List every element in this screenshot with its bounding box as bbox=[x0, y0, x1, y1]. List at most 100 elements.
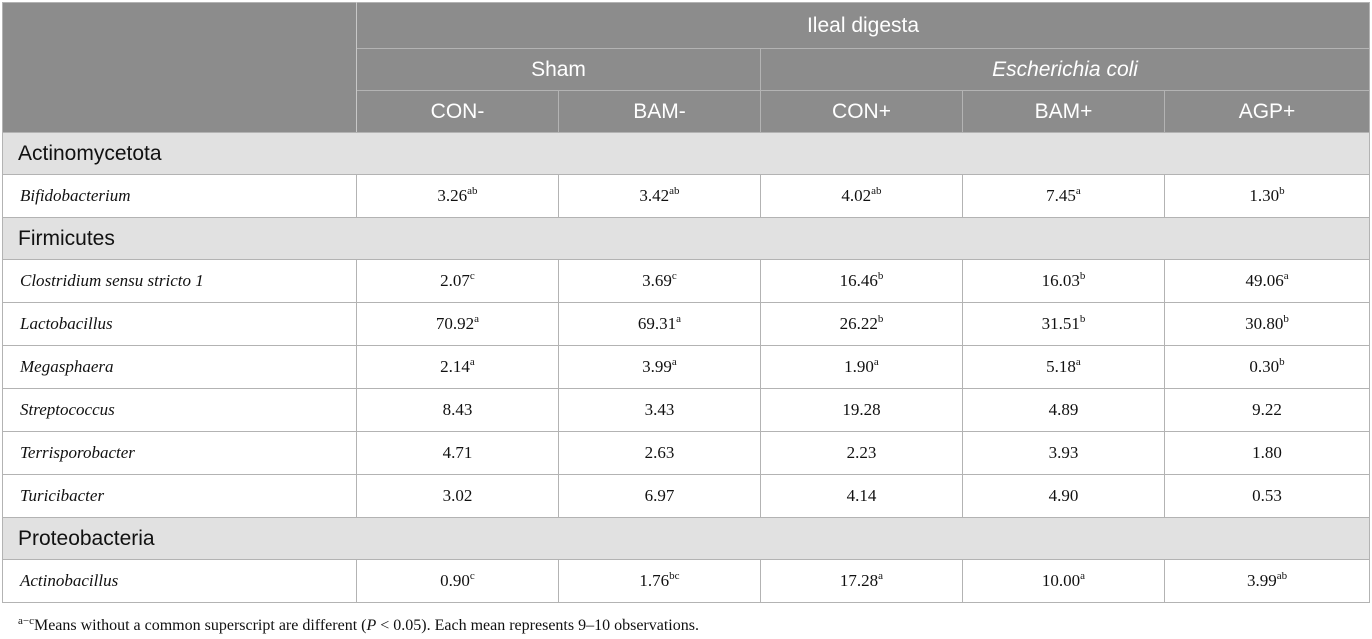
footnote-text-after: < 0.05). Each mean represents 9–10 obser… bbox=[376, 617, 699, 634]
phylum-row: Firmicutes bbox=[1, 217, 1371, 260]
table-row: Actinobacillus 0.90c 1.76bc 17.28a 10.00a 3.9… bbox=[2, 559, 1371, 603]
cell-value: 0.90 bbox=[440, 571, 470, 590]
cell-value: 3.26 bbox=[437, 186, 468, 205]
cell-value: 2.14 bbox=[440, 357, 470, 376]
value-cell: 17.28a bbox=[760, 559, 963, 603]
table-row: Bifidobacterium 3.26ab 3.42ab 4.02ab 7.45a 1.… bbox=[2, 174, 1371, 218]
cell-superscript: b bbox=[877, 270, 884, 282]
cell-value: 1.76 bbox=[639, 571, 670, 590]
cell-value: 16.46 bbox=[839, 271, 878, 290]
cell-superscript: a bbox=[671, 356, 677, 368]
value-cell: 49.06a bbox=[1163, 259, 1371, 303]
table-row: Megasphaera 2.14a 3.99a 1.90a 5.18a 0.30b bbox=[2, 345, 1371, 389]
header-col-con-minus: CON- bbox=[356, 90, 559, 133]
phylum-label: Firmicutes bbox=[1, 217, 1371, 260]
cell-superscript: a bbox=[1080, 570, 1086, 582]
cell-value: 4.02 bbox=[841, 186, 872, 205]
header-group-ecoli: Escherichia coli bbox=[759, 48, 1371, 91]
table-row: Clostridium sensu stricto 1 2.07c 3.69c 16.… bbox=[2, 259, 1371, 303]
footnote-p-symbol: P bbox=[366, 617, 377, 634]
cell-value: 69.31 bbox=[637, 314, 677, 333]
cell-superscript: bc bbox=[669, 570, 680, 582]
header-blank-cell bbox=[2, 2, 357, 133]
value-cell: 0.53 bbox=[1163, 474, 1371, 518]
cell-superscript: a bbox=[469, 356, 475, 368]
cell-value: 9.22 bbox=[1252, 400, 1282, 419]
value-cell: 0.30b bbox=[1163, 345, 1371, 389]
cell-superscript: c bbox=[469, 570, 475, 582]
cell-value: 4.90 bbox=[1048, 486, 1079, 505]
value-cell: 70.92a bbox=[356, 302, 559, 346]
value-cell: 10.00a bbox=[962, 559, 1165, 603]
genus-name: Clostridium sensu stricto 1 bbox=[2, 259, 357, 303]
value-cell: 4.89 bbox=[962, 388, 1165, 432]
cell-value: 2.07 bbox=[440, 271, 470, 290]
cell-superscript: b bbox=[1283, 313, 1289, 325]
phylum-row: Proteobacteria bbox=[1, 517, 1371, 560]
cell-value: 16.03 bbox=[1041, 271, 1080, 290]
cell-value: 1.80 bbox=[1252, 443, 1282, 462]
value-cell: 3.93 bbox=[962, 431, 1165, 475]
value-cell: 2.23 bbox=[760, 431, 963, 475]
cell-value: 8.43 bbox=[442, 400, 473, 419]
value-cell: 7.45a bbox=[962, 174, 1165, 218]
cell-value: 3.93 bbox=[1048, 443, 1079, 462]
cell-value: 2.63 bbox=[644, 443, 675, 462]
value-cell: 8.43 bbox=[356, 388, 559, 432]
cell-superscript: b bbox=[1279, 185, 1285, 197]
cell-value: 10.00 bbox=[1041, 571, 1081, 590]
cell-value: 19.28 bbox=[842, 400, 881, 419]
header-row-columns: CON- BAM- CON+ BAM+ AGP+ bbox=[3, 90, 1371, 133]
cell-superscript: b bbox=[877, 313, 884, 325]
value-cell: 6.97 bbox=[558, 474, 761, 518]
cell-value: 3.99 bbox=[1246, 571, 1277, 590]
table-row: Turicibacter 3.02 6.97 4.14 4.90 0.53 bbox=[2, 474, 1371, 518]
cell-value: 7.45 bbox=[1046, 186, 1076, 205]
cell-value: 70.92 bbox=[435, 314, 475, 333]
cell-value: 3.43 bbox=[644, 400, 675, 419]
cell-value: 4.71 bbox=[442, 443, 473, 462]
header-row-section: Ileal digesta bbox=[2, 2, 1371, 133]
table-footnote: a−cMeans without a common superscript ar… bbox=[18, 616, 699, 635]
header-col-agp-plus: AGP+ bbox=[1163, 90, 1371, 133]
value-cell: 9.22 bbox=[1163, 388, 1371, 432]
header-col-bam-minus: BAM- bbox=[558, 90, 761, 133]
value-cell: 4.71 bbox=[356, 431, 559, 475]
cell-value: 4.14 bbox=[846, 486, 877, 505]
table-row: Lactobacillus 70.92a 69.31a 26.22b 31.51b 30.… bbox=[2, 302, 1371, 346]
table-row: Terrisporobacter 4.71 2.63 2.23 3.93 1.80 bbox=[2, 431, 1371, 475]
header-col-con-plus: CON+ bbox=[760, 90, 963, 133]
cell-value: 5.18 bbox=[1046, 357, 1076, 376]
cell-superscript: ab bbox=[871, 185, 882, 197]
cell-superscript: c bbox=[469, 270, 475, 282]
value-cell: 0.90c bbox=[356, 559, 559, 603]
value-cell: 5.18a bbox=[962, 345, 1165, 389]
cell-value: 0.53 bbox=[1252, 486, 1282, 505]
value-cell: 1.76bc bbox=[558, 559, 761, 603]
table-body: Actinomycetota Bifidobacterium 3.26ab 3.42a… bbox=[1, 132, 1371, 603]
value-cell: 2.63 bbox=[558, 431, 761, 475]
value-cell: 69.31a bbox=[558, 302, 761, 346]
cell-value: 2.23 bbox=[846, 443, 877, 462]
value-cell: 30.80b bbox=[1163, 302, 1371, 346]
genus-name: Actinobacillus bbox=[2, 559, 357, 603]
value-cell: 1.90a bbox=[760, 345, 963, 389]
header-group-sham: Sham bbox=[356, 48, 761, 91]
cell-superscript: ab bbox=[467, 185, 478, 197]
cell-value: 6.97 bbox=[644, 486, 675, 505]
cell-value: 1.30 bbox=[1249, 186, 1280, 205]
header-col-bam-plus: BAM+ bbox=[962, 90, 1165, 133]
cell-value: 3.69 bbox=[642, 271, 672, 290]
header-section: Ileal digesta bbox=[355, 2, 1371, 49]
cell-superscript: a bbox=[1075, 185, 1081, 197]
cell-value: 30.80 bbox=[1245, 314, 1284, 333]
cell-superscript: a bbox=[474, 313, 480, 325]
cell-superscript: b bbox=[1079, 313, 1086, 325]
genus-name: Turicibacter bbox=[2, 474, 357, 518]
value-cell: 26.22b bbox=[760, 302, 963, 346]
cell-value: 4.89 bbox=[1048, 400, 1079, 419]
cell-superscript: b bbox=[1079, 270, 1086, 282]
genus-name: Lactobacillus bbox=[2, 302, 357, 346]
phylum-row: Actinomycetota bbox=[1, 132, 1371, 175]
table-row: Streptococcus 8.43 3.43 19.28 4.89 9.22 bbox=[2, 388, 1371, 432]
